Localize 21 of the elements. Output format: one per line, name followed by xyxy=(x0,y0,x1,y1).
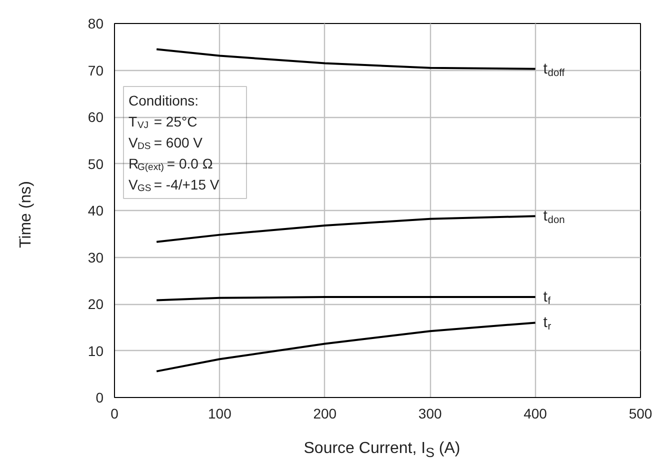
y-tick-label: 10 xyxy=(88,342,104,359)
x-tick-label: 200 xyxy=(313,406,337,422)
y-tick-label: 50 xyxy=(88,156,104,172)
y-tick-label: 70 xyxy=(88,62,104,78)
x-tick-label: 100 xyxy=(208,406,232,422)
x-tick-label: 0 xyxy=(110,406,119,422)
y-tick-label: 30 xyxy=(88,249,104,266)
y-axis-title: Time (ns) xyxy=(16,182,36,248)
line-series xyxy=(156,215,536,243)
y-tick-label: 60 xyxy=(88,109,104,125)
annotation: Conditions: xyxy=(128,92,199,108)
line-series xyxy=(156,48,536,70)
y-tick-label: 0 xyxy=(96,390,104,406)
x-tick-label: 500 xyxy=(628,406,652,422)
line-series xyxy=(156,322,536,372)
x-tick-label: 300 xyxy=(418,406,442,422)
y-tick-label: 20 xyxy=(88,296,104,312)
y-tick-label: 40 xyxy=(88,202,104,218)
x-axis-title: Source Current, I$_{S}$ (A) xyxy=(304,439,460,462)
y-tick-label: 80 xyxy=(88,16,104,32)
x-tick-label: 400 xyxy=(524,406,548,422)
